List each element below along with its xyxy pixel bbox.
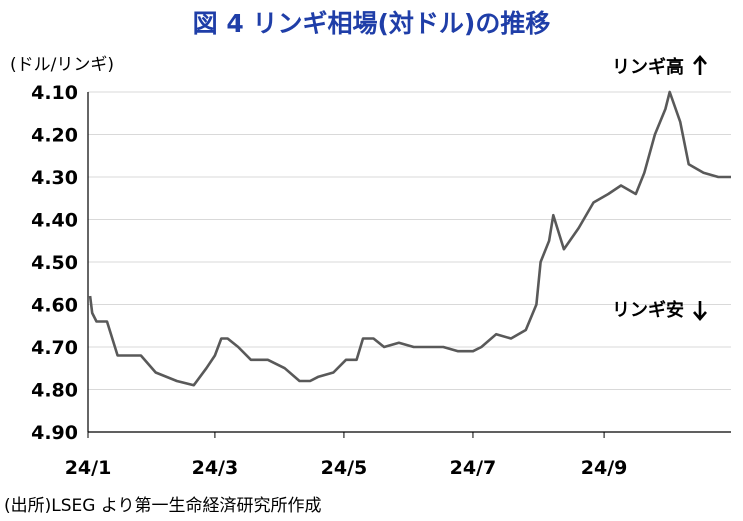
gridlines (87, 91, 731, 433)
series (88, 90, 731, 387)
x-tick-label: 24/1 (65, 457, 112, 479)
y-axis-label: (ドル/リンギ) (10, 55, 114, 75)
ringgit-strong-label: リンギ高 (612, 56, 684, 78)
y-tick-label: 4.30 (31, 167, 78, 189)
x-tick-label: 24/3 (192, 457, 239, 479)
chart-source: (出所)LSEG より第一生命経済研究所作成 (4, 496, 322, 516)
y-tick-label: 4.20 (31, 125, 78, 147)
y-tick-labels: 4.10 4.20 4.30 4.40 4.50 4.60 4.70 4.80 4.90 (31, 82, 78, 444)
y-tick-label: 4.80 (31, 380, 78, 402)
x-tick-label: 24/5 (321, 457, 368, 479)
ringgit-weak-label: リンギ安 (612, 299, 684, 321)
rate-line (88, 90, 731, 387)
x-tick-labels: 24/1 24/3 24/5 24/7 24/9 (65, 432, 628, 479)
arrow-up-icon (693, 55, 707, 75)
y-tick-label: 4.40 (31, 210, 78, 232)
x-tick-label: 24/7 (450, 457, 497, 479)
y-tick-label: 4.50 (31, 252, 78, 274)
y-tick-label: 4.90 (31, 422, 78, 444)
arrow-down-icon (693, 301, 707, 321)
y-tick-label: 4.10 (31, 82, 78, 104)
y-tick-label: 4.60 (31, 295, 78, 317)
x-tick-label: 24/9 (581, 457, 628, 479)
y-tick-label: 4.70 (31, 337, 78, 359)
chart-title: 図 4 リンギ相場(対ドル)の推移 (192, 9, 551, 38)
